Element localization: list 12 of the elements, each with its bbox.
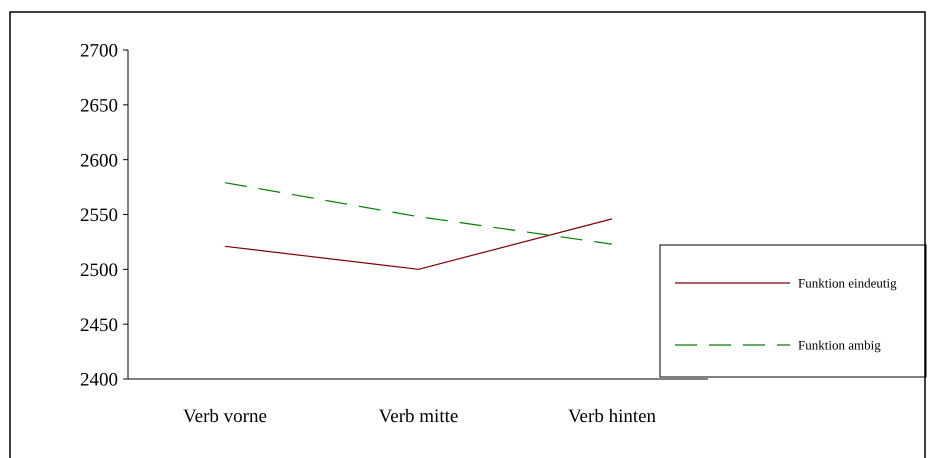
y-tick-label: 2450 [80,314,118,336]
y-tick-label: 2500 [80,260,118,281]
y-tick-label: 2650 [80,95,118,116]
y-tick-label: 2600 [80,150,118,172]
text: Funktion eindeutig [798,276,898,291]
text: Funktion ambig [798,338,882,353]
y-tick-label: 2550 [80,205,118,226]
x-tick-label: Verb vorne [183,406,267,427]
y-tick-label: 2700 [80,40,118,62]
y-tick-label: 2400 [80,370,118,391]
x-tick-label: Verb mitte [378,406,458,427]
x-tick-label: Verb hinten [568,406,657,427]
